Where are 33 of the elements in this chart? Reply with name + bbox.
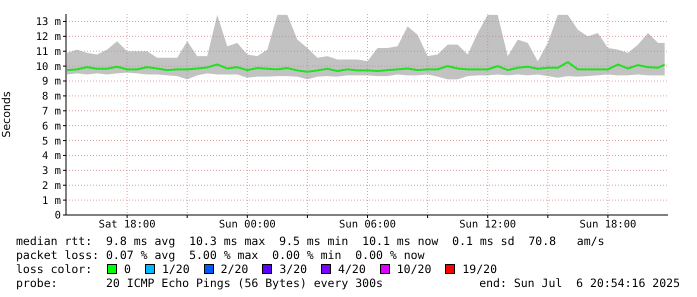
text: 10/20 (396, 262, 432, 276)
text: 3/20 (279, 262, 308, 276)
y-tick-label: 2 m (42, 180, 61, 192)
y-tick-label: 10 m (36, 60, 61, 73)
y-tick-label: 6 m (42, 120, 61, 132)
y-tick-label: 4 m (42, 150, 61, 162)
y-tick-label: 5 m (42, 135, 61, 148)
y-tick-label: 0 (54, 210, 61, 222)
x-tick-label: Sun 06:00 (339, 218, 396, 230)
text: 2/20 (220, 262, 248, 276)
text: 19/20 (462, 262, 497, 276)
y-tick-label: 12 m (36, 31, 61, 44)
line-series (66, 61, 666, 73)
x-tick-label: Sat 18:00 (98, 218, 156, 230)
text: end: Sun Jul 6 20:54:16 2025 (479, 276, 680, 290)
text: 0 (124, 262, 131, 276)
y-tick-label: 8 m (42, 90, 61, 103)
y-tick-label: 1 m (42, 194, 61, 207)
y-axis-title: Seconds (0, 91, 13, 138)
y-tick-label: 9 m (42, 76, 61, 88)
text: loss color: (16, 262, 94, 276)
text: packet loss: 0.07 % avg 5.00 % max 0.00 % min 0.00 % now (16, 248, 426, 262)
text: median rtt: 9.8 ms avg 10.3 ms max 9.5 ms min 10.1 ms now 0.1 ms sd 70.8 am/s (16, 234, 606, 248)
x-tick-label: Sun 12:00 (459, 218, 516, 230)
text: probe: 20 ICMP Echo Pings (56 Bytes) every 300s (16, 276, 383, 290)
y-tick-label: 7 m (42, 106, 61, 118)
y-tick-label: 3 m (42, 165, 61, 178)
y-tick-label: 13 m (36, 16, 61, 28)
text: 4/20 (338, 262, 366, 276)
x-tick-label: Sun 00:00 (218, 218, 276, 230)
text: 1/20 (162, 262, 190, 276)
x-tick-label: Sun 18:00 (579, 218, 636, 230)
y-tick-label: 11 m (36, 46, 61, 58)
